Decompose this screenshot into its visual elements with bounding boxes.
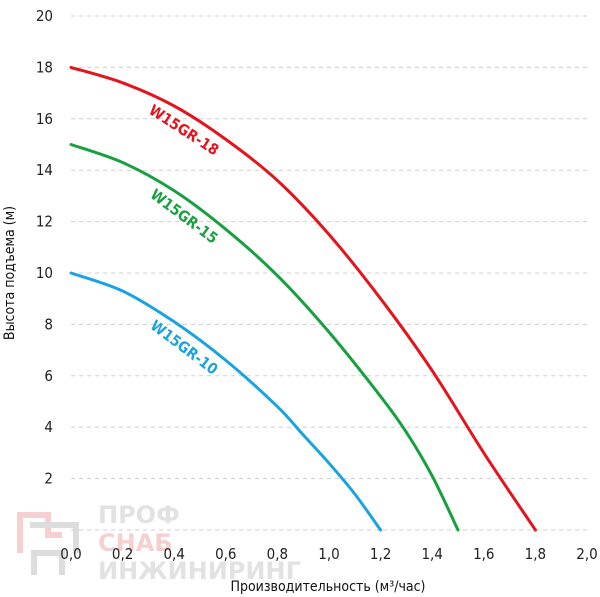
- y-tick-label: 14: [36, 161, 53, 179]
- y-axis-title: Высота подъема (м): [2, 206, 18, 340]
- x-tick-label: 1,0: [318, 545, 339, 563]
- watermark-line1: ПРОФ: [98, 501, 180, 529]
- x-tick-label: 1,4: [421, 545, 442, 563]
- x-tick-label: 2,0: [576, 545, 597, 563]
- grid: [71, 15, 587, 531]
- watermark-line3: ИНЖИНИРИНГ: [98, 557, 301, 585]
- x-tick-label: 0,0: [60, 545, 81, 563]
- watermark-icon: [17, 512, 79, 575]
- watermark-line2: СНАБ: [98, 529, 173, 557]
- y-tick-label: 10: [36, 264, 53, 282]
- series-line-w15gr-15: [69, 143, 460, 532]
- y-tick-labels: 2 4 6 8 10 12 14 16 18 20: [36, 7, 53, 488]
- watermark-logo: ПРОФ СНАБ ИНЖИНИРИНГ: [17, 501, 301, 585]
- x-tick-label: 1,2: [370, 545, 391, 563]
- x-tick-label: 0,8: [267, 545, 288, 563]
- x-tick-label: 0,6: [215, 545, 236, 563]
- y-tick-label: 12: [36, 213, 53, 231]
- x-tick-label: 1,8: [525, 545, 546, 563]
- y-tick-label: 16: [36, 110, 53, 128]
- x-tick-label: 1,6: [473, 545, 494, 563]
- y-tick-label: 18: [36, 58, 53, 76]
- x-tick-label: 0,4: [163, 545, 184, 563]
- y-tick-label: 4: [44, 418, 53, 436]
- y-tick-label: 8: [44, 315, 53, 333]
- y-tick-label: 20: [36, 7, 53, 25]
- x-tick-label: 0,2: [112, 545, 133, 563]
- y-tick-label: 2: [44, 470, 53, 488]
- series-line-w15gr-18: [69, 65, 537, 532]
- x-axis-title: Производительность (м³/час): [231, 579, 426, 595]
- y-tick-label: 6: [44, 367, 53, 385]
- series-lines: [69, 65, 537, 532]
- x-tick-labels: 0,0 0,2 0,4 0,6 0,8 1,0 1,2 1,4 1,6 1,8 2,0: [60, 545, 597, 563]
- series-line-w15gr-10: [69, 271, 383, 532]
